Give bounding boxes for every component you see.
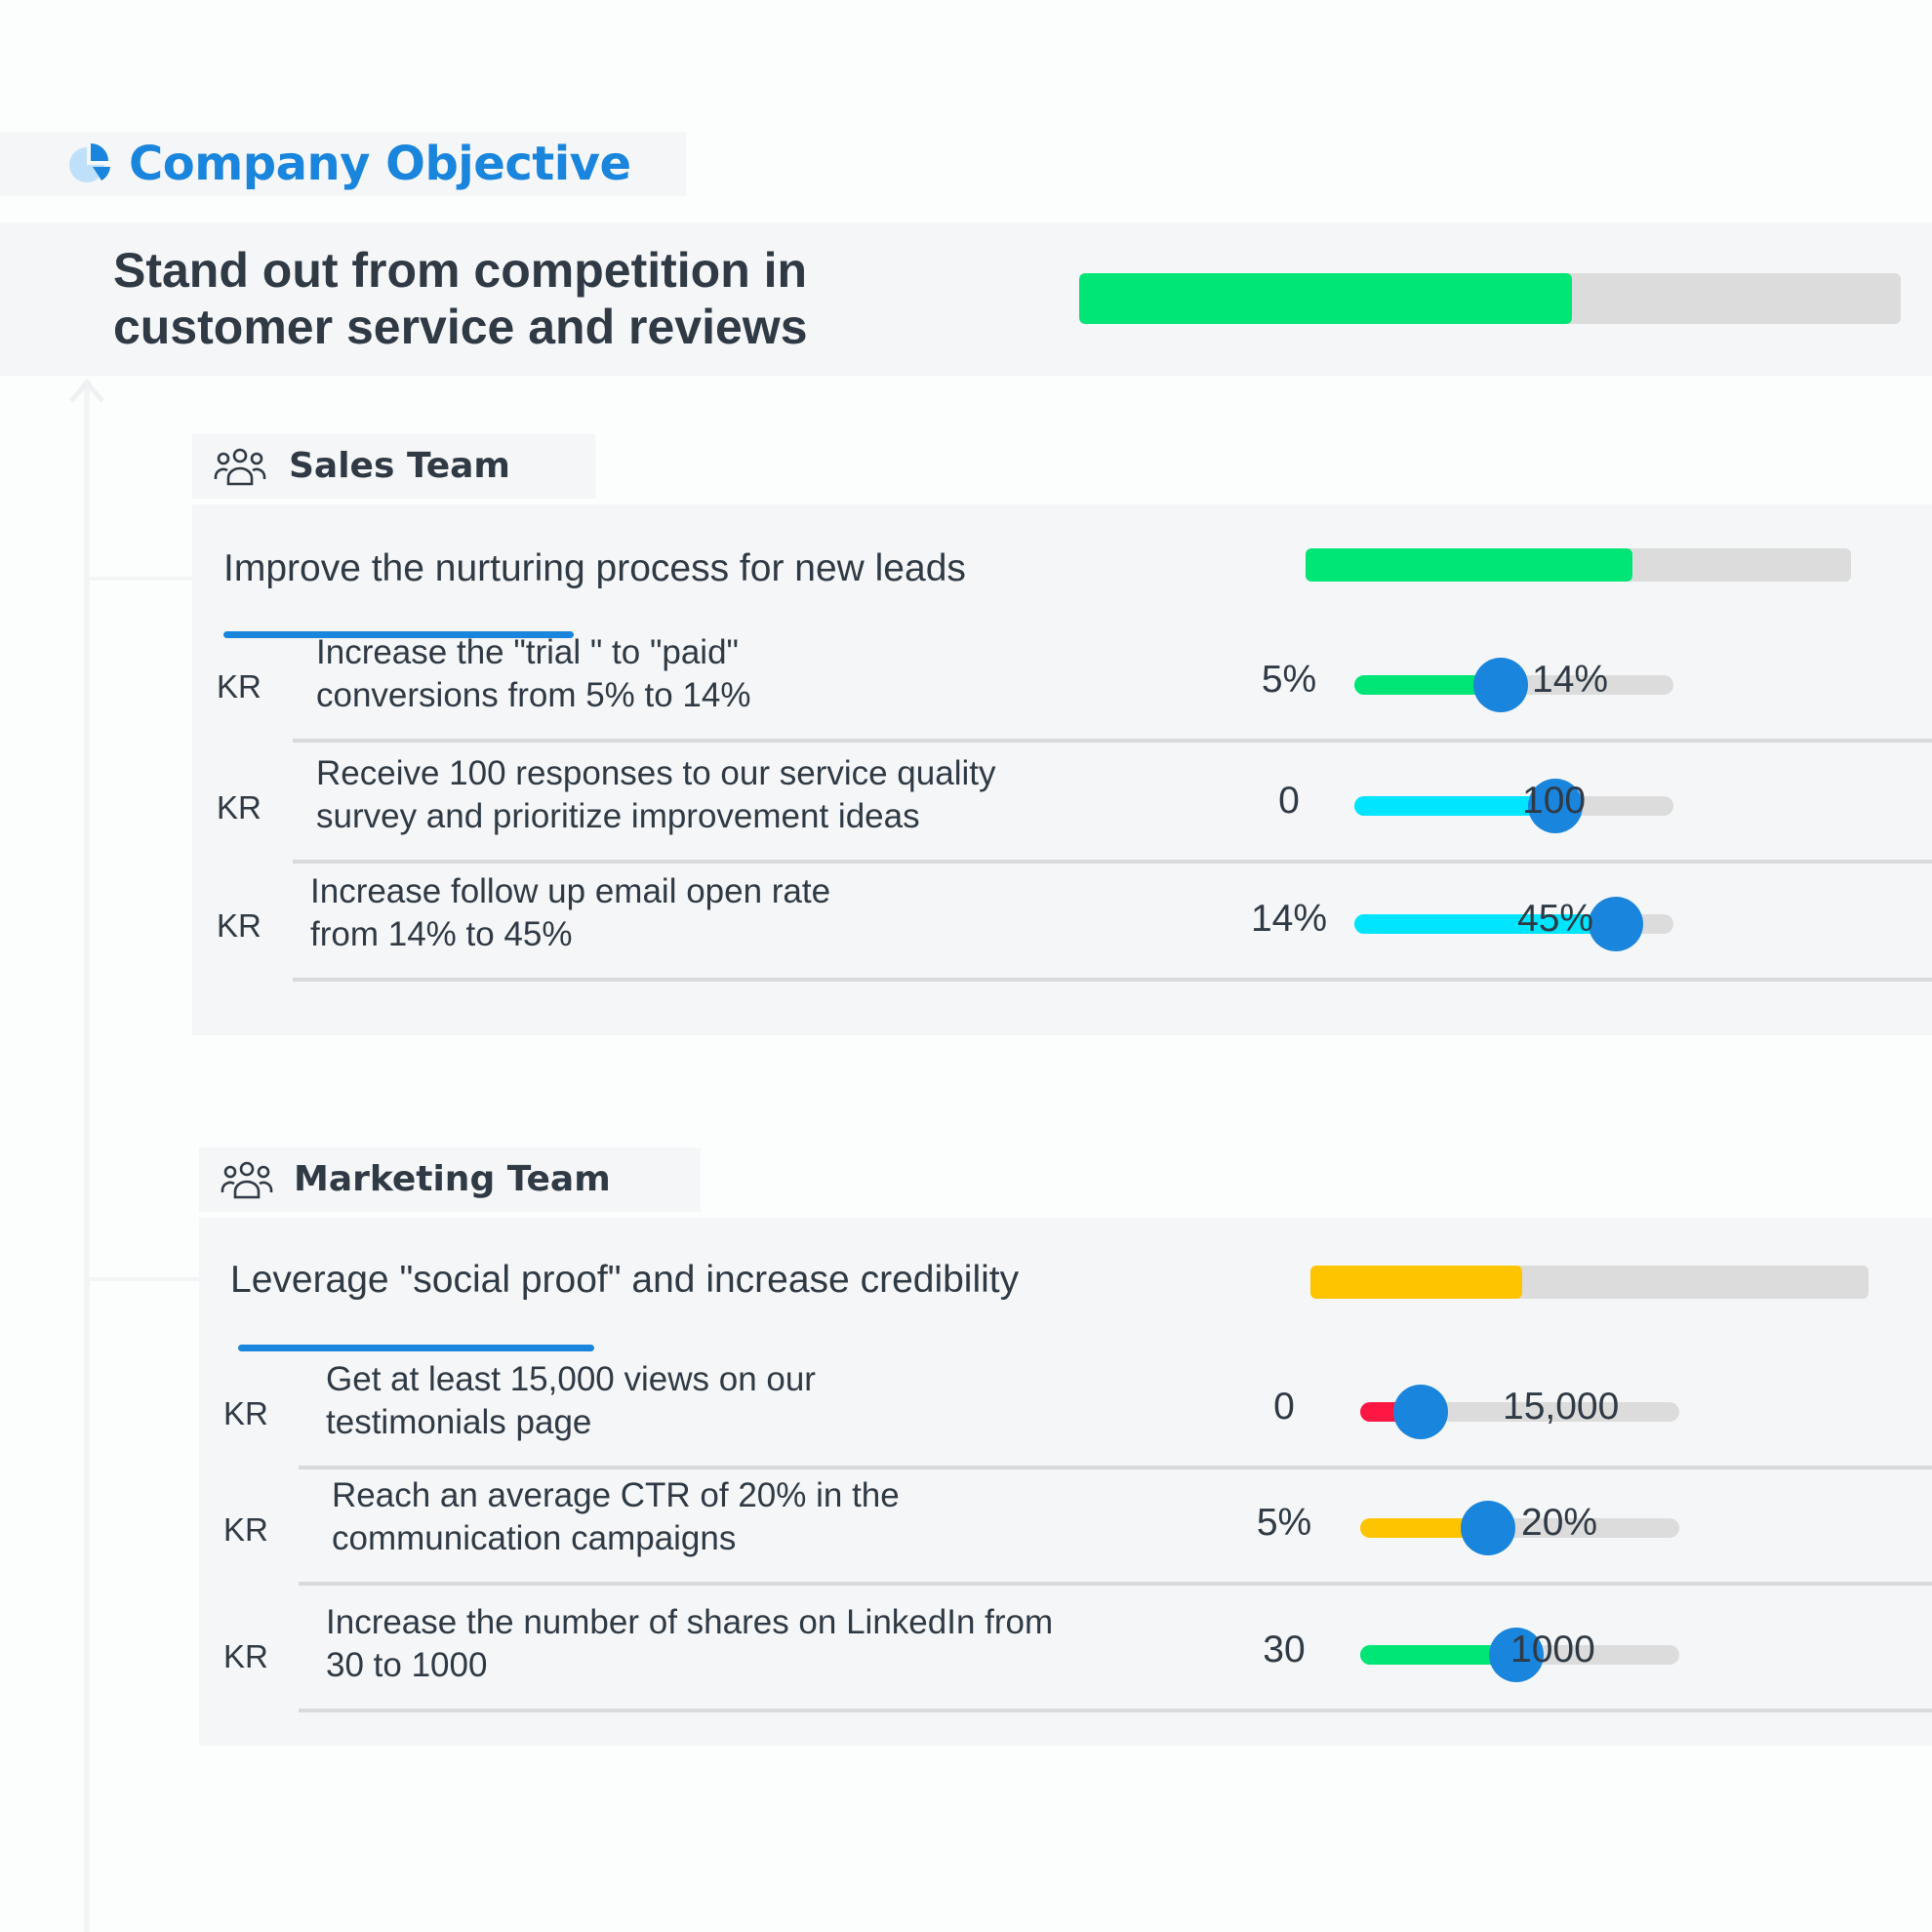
company-progress-bar [1079, 273, 1901, 324]
kr-progress-slider[interactable] [1354, 779, 1673, 833]
team-progress-fill [1310, 1266, 1523, 1299]
kr-label: KR [217, 907, 262, 944]
kr-slider-handle[interactable] [1589, 897, 1644, 951]
key-result-row: KR Increase the "trial " to "paid" conver… [192, 629, 1932, 746]
kr-progress-slider[interactable] [1360, 1501, 1679, 1555]
team-icon [221, 1161, 273, 1199]
kr-progress-fill [1360, 1518, 1488, 1538]
kr-target-value: 100 [1522, 780, 1587, 822]
kr-progress-slider[interactable] [1354, 658, 1673, 712]
team-title: Sales Team OKR [289, 446, 510, 550]
kr-label: KR [223, 1638, 268, 1674]
marketing-team-panel: Leverage "social proof" and increase cre… [199, 1218, 1932, 1746]
kr-progress-fill [1354, 675, 1502, 695]
kr-description: Increase the "trial " to "paid" conversi… [316, 633, 751, 714]
kr-start-value: 5% [1256, 1502, 1312, 1544]
kr-description: Increase the number of shares on LinkedI… [326, 1603, 1054, 1684]
sales-team-header: Sales Team OKR [192, 434, 595, 550]
kr-description: Increase follow up email open rate from … [310, 872, 831, 953]
tree-connector-line [84, 381, 90, 1932]
row-divider [293, 860, 1932, 864]
kr-description: Reach an average CTR of 20% in the commu… [332, 1476, 900, 1557]
kr-start-value: 0 [1278, 780, 1300, 822]
kr-slider-handle[interactable] [1460, 1501, 1515, 1555]
kr-progress-slider[interactable] [1354, 897, 1673, 951]
kr-slider-handle[interactable] [1473, 658, 1529, 712]
kr-progress-fill [1360, 1645, 1517, 1665]
row-divider [299, 1466, 1932, 1469]
kr-target-value: 45% [1517, 898, 1594, 940]
kr-start-value: 30 [1263, 1629, 1306, 1670]
kr-start-value: 0 [1273, 1386, 1295, 1428]
key-result-row: KR Increase the number of shares on Linke… [199, 1599, 1932, 1716]
kr-progress-fill [1354, 796, 1555, 816]
team-progress-fill [1306, 548, 1633, 582]
kr-slider-handle[interactable] [1393, 1385, 1449, 1439]
objective-underline [238, 1345, 594, 1351]
marketing-team-header: Marketing Team OKR [199, 1147, 701, 1264]
kr-progress-slider[interactable] [1360, 1385, 1679, 1439]
company-progress-fill [1079, 273, 1573, 324]
tree-branch-marketing [90, 1277, 199, 1281]
team-objective-text: Leverage "social proof" and increase cre… [230, 1259, 1020, 1301]
key-result-row: KR Increase follow up email open rate fro… [192, 868, 1932, 986]
key-result-row: KR Receive 100 responses to our service q… [192, 750, 1932, 867]
kr-target-value: 20% [1521, 1502, 1598, 1544]
kr-progress-fill [1354, 914, 1617, 934]
row-divider [293, 739, 1932, 743]
key-result-row: KR Get at least 15,000 views on our testi… [199, 1356, 1932, 1473]
team-icon [214, 448, 266, 486]
company-objective-panel: Stand out from competition in customer s… [0, 222, 1932, 376]
row-divider [293, 978, 1932, 982]
kr-start-value: 5% [1261, 659, 1317, 701]
key-result-row: KR Reach an average CTR of 20% in the com… [199, 1472, 1932, 1590]
pie-chart-icon [69, 143, 110, 182]
kr-label: KR [217, 789, 262, 825]
tree-branch-sales [90, 577, 193, 581]
kr-label: KR [223, 1511, 268, 1548]
arrow-up-icon [69, 379, 104, 403]
kr-target-value: 14% [1532, 659, 1609, 701]
kr-target-value: 15,000 [1503, 1386, 1620, 1428]
team-objective-text: Improve the nurturing process for new le… [223, 547, 966, 589]
company-objective-text: Stand out from competition in customer s… [113, 243, 808, 354]
kr-description: Get at least 15,000 views on our testimo… [326, 1360, 816, 1441]
team-progress-bar [1306, 548, 1851, 582]
kr-label: KR [217, 668, 262, 704]
company-objective-header: Company Objective [0, 132, 686, 196]
team-progress-bar [1310, 1266, 1869, 1299]
kr-start-value: 14% [1250, 898, 1328, 940]
kr-description: Receive 100 responses to our service qua… [316, 754, 996, 835]
kr-progress-slider[interactable] [1360, 1628, 1679, 1682]
section-title: Company Objective [129, 137, 631, 191]
team-title: Marketing Team OKR [294, 1159, 611, 1264]
row-divider [299, 1582, 1932, 1586]
kr-target-value: 1000 [1510, 1629, 1595, 1670]
sales-team-panel: Improve the nurturing process for new le… [192, 504, 1932, 1035]
objective-underline [223, 631, 574, 638]
kr-slider-handle[interactable] [1528, 779, 1583, 833]
kr-label: KR [223, 1395, 268, 1431]
row-divider [299, 1709, 1932, 1712]
kr-slider-handle[interactable] [1489, 1628, 1545, 1682]
